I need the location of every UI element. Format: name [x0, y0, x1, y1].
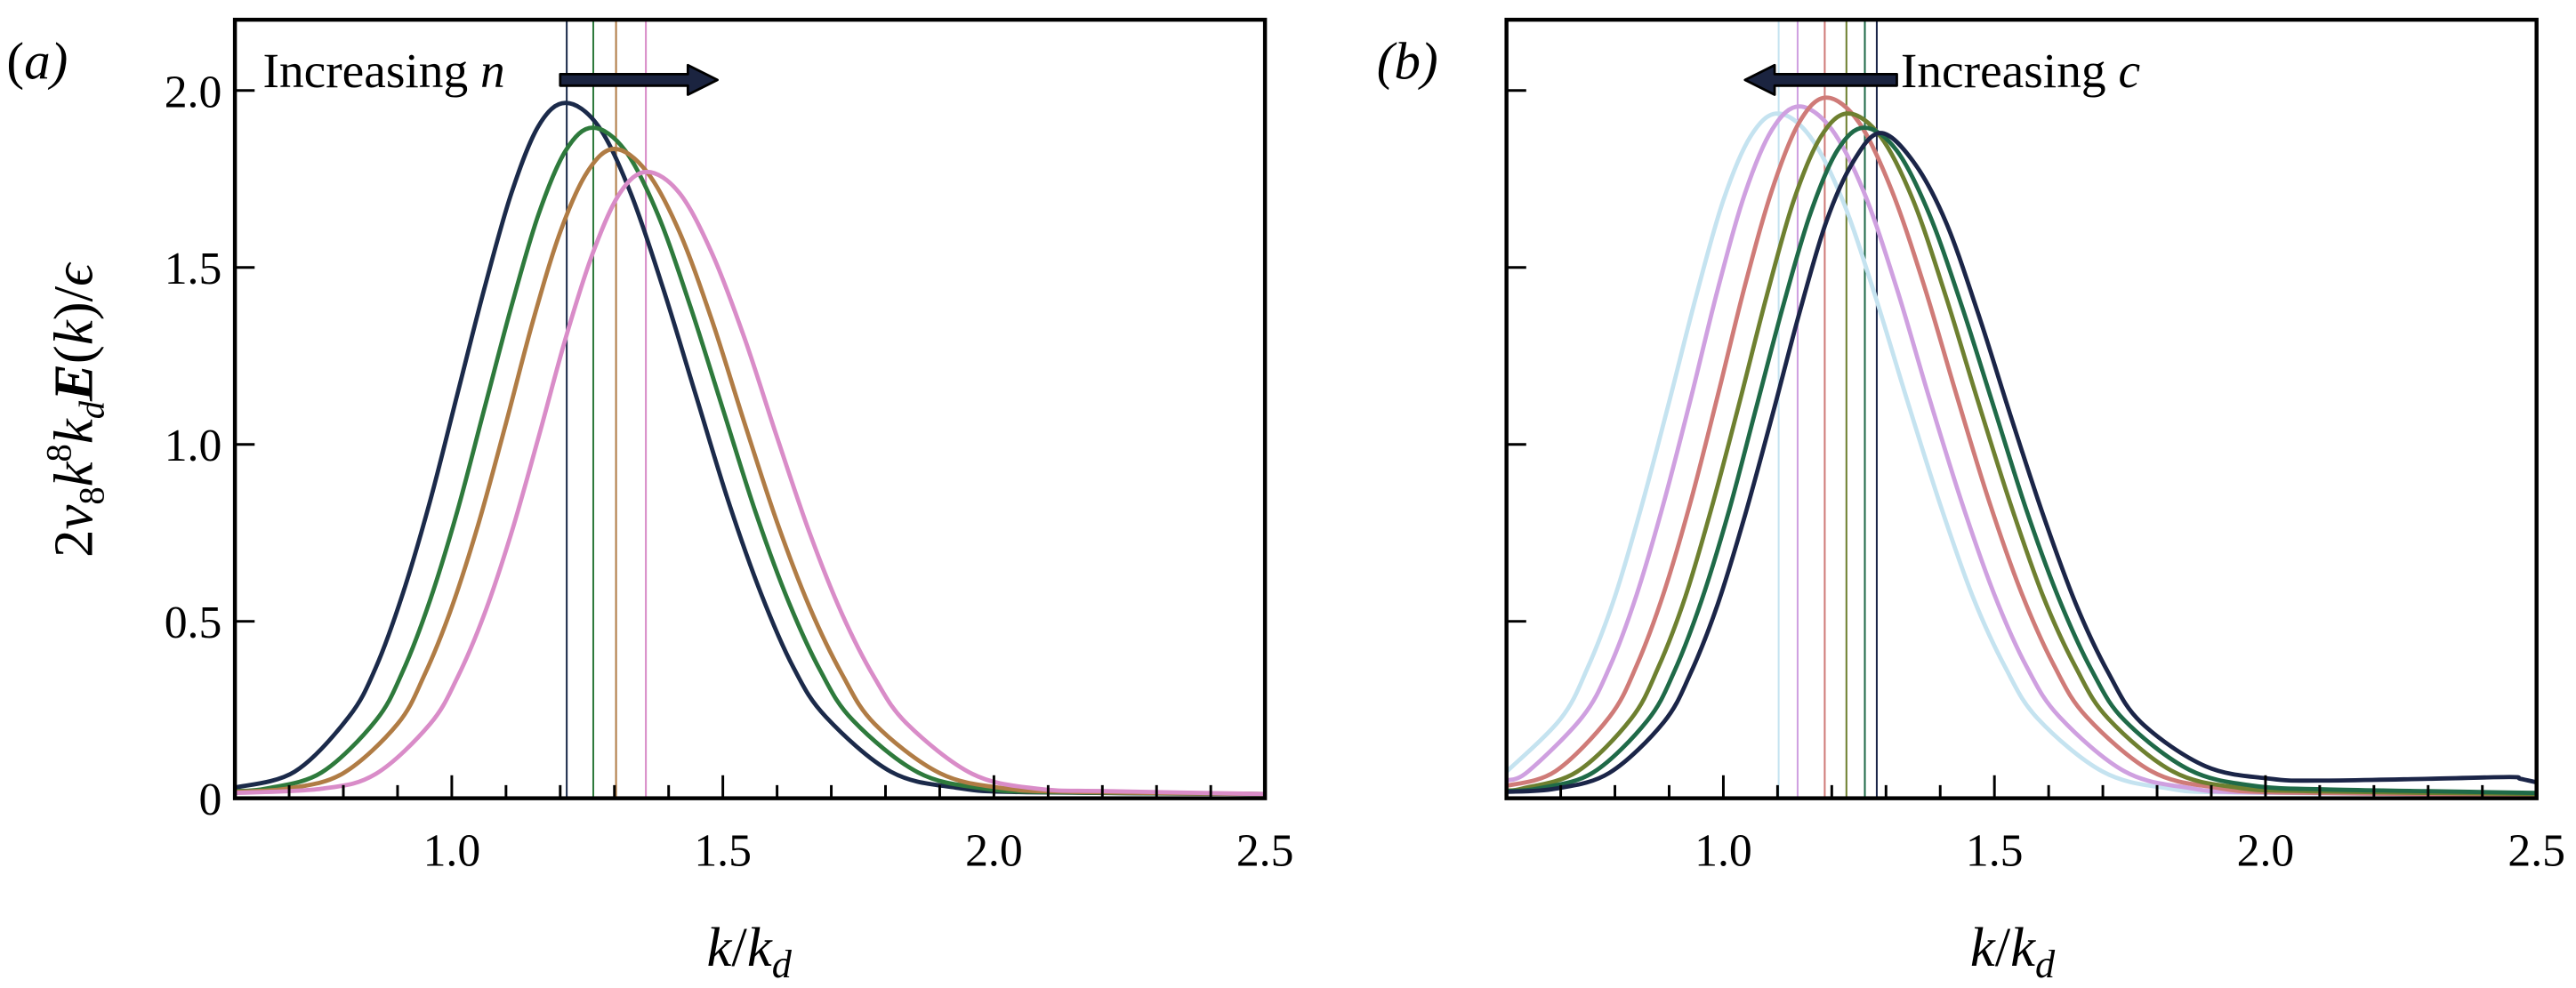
y-axis-title: 2ν8k8kdE(k)/ϵ — [38, 261, 111, 558]
x-tick-label: 2.5 — [2508, 825, 2565, 876]
y-tick-label: 1.5 — [165, 244, 222, 294]
x-axis-title-a: k/kd — [707, 916, 793, 986]
panel-a: (a) 1.0 1.5 2.0 2.5 0 0.5 1.0 1.5 2.0 Increasing… — [6, 17, 1294, 986]
series-line-5 — [1506, 125, 2537, 796]
panel-label-b: (b) — [1377, 32, 1438, 91]
x-tick-label: 1.5 — [694, 825, 752, 876]
curves-a — [235, 20, 1266, 799]
y-tick-label: 2.0 — [165, 67, 222, 117]
panel-b: (b) 1.0 1.5 2.0 2.5 Increasing c k/kd — [1377, 17, 2565, 986]
series-line-4 — [235, 169, 1266, 797]
annotation-a: Increasing n — [263, 44, 505, 98]
arrow-left-icon — [1743, 63, 1898, 96]
x-axis-title-b: k/kd — [1970, 916, 2056, 986]
series-line-3 — [1506, 95, 2537, 798]
series-line-4 — [1506, 111, 2537, 797]
annotation-arrow — [1743, 63, 1898, 96]
x-tick-label: 1.0 — [1695, 825, 1752, 876]
series-line-6 — [1506, 131, 2537, 794]
axes-frame-a — [232, 17, 1268, 800]
y-tick-label: 0.5 — [165, 598, 222, 648]
ticks-a: 1.0 1.5 2.0 2.5 0 0.5 1.0 1.5 2.0 — [165, 67, 1294, 876]
axes-frame-b — [1504, 17, 2539, 800]
curves-b — [1506, 20, 2537, 799]
series-line-2 — [235, 125, 1266, 797]
series-line-1 — [235, 100, 1266, 797]
x-tick-label: 2.0 — [2237, 825, 2295, 876]
x-tick-label: 1.5 — [1966, 825, 2024, 876]
x-tick-label: 2.0 — [965, 825, 1023, 876]
panel-label-a: (a) — [6, 32, 68, 91]
x-tick-label: 1.0 — [423, 825, 481, 876]
y-tick-label: 1.0 — [165, 421, 222, 471]
ticks-b: 1.0 1.5 2.0 2.5 — [1505, 89, 2565, 876]
series-line-2 — [1506, 104, 2537, 798]
y-tick-label: 0 — [198, 775, 221, 825]
annotation-arrow — [559, 63, 719, 96]
series-line-1 — [1506, 111, 2537, 798]
x-tick-label: 2.5 — [1236, 825, 1294, 876]
annotation-b: Increasing c — [1901, 44, 2140, 98]
arrow-right-icon — [559, 63, 719, 96]
